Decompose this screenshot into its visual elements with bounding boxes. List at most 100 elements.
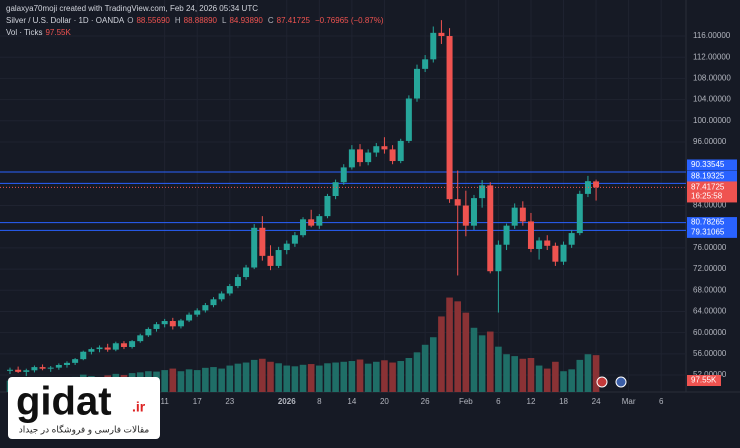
volume-bar: [511, 356, 518, 392]
y-tick-label: 100.00000: [693, 116, 731, 125]
volume-bar: [486, 331, 494, 392]
x-tick-label: 6: [496, 397, 501, 406]
candle-body: [259, 227, 266, 256]
candle-body: [340, 167, 347, 183]
high-value: 88.88890: [183, 16, 218, 25]
volume-bar: [332, 362, 339, 392]
candle-body: [593, 181, 600, 188]
y-tick-label: 104.00000: [693, 95, 731, 104]
candle-body: [519, 207, 526, 222]
legend-row: Silver / U.S. Dollar · 1D · OANDA O 88.55…: [6, 15, 386, 27]
x-tick-label: 2026: [278, 397, 296, 406]
candle-body: [137, 335, 144, 342]
candle-body: [544, 240, 551, 246]
volume-axis-label: 97.55K: [691, 376, 717, 385]
volume-bar: [381, 360, 388, 392]
volume-bar: [210, 367, 217, 392]
candle-body: [120, 343, 127, 347]
candle-body: [576, 193, 583, 234]
y-tick-label: 72.00000: [693, 264, 727, 273]
volume-value: 97.55K: [45, 28, 71, 37]
volume-bar: [470, 327, 478, 392]
candle-body: [300, 219, 307, 236]
volume-bar: [405, 358, 413, 392]
candle-body: [55, 364, 62, 368]
candle-body: [560, 244, 567, 262]
candle-body: [389, 149, 396, 162]
volume-bar: [373, 361, 380, 392]
candle-body: [129, 341, 136, 347]
candle-body: [243, 267, 250, 278]
candle-body: [161, 321, 168, 325]
volume-bar: [202, 367, 209, 392]
volume-bar: [503, 354, 510, 392]
volume-bar: [348, 361, 356, 392]
candle-body: [194, 310, 201, 315]
candle-body: [7, 369, 13, 371]
candle-body: [405, 98, 412, 141]
y-tick-label: 56.00000: [693, 349, 727, 358]
volume-bar: [242, 362, 250, 392]
credit: galaxya70moji created with TradingView.c…: [6, 4, 258, 13]
credit-row: galaxya70moji created with TradingView.c…: [6, 3, 386, 15]
candle-body: [31, 367, 38, 371]
candle-body: [226, 286, 233, 294]
volume-bar: [267, 361, 274, 392]
candle-body: [23, 370, 30, 372]
watermark-name: gidat: [16, 380, 112, 424]
candle-body: [454, 199, 461, 206]
y-tick-label: 96.00000: [693, 137, 727, 146]
volume-bar: [535, 365, 543, 392]
volume-bar: [519, 358, 527, 392]
candle-body: [536, 240, 543, 249]
candle-body: [552, 245, 559, 262]
x-tick-label: 8: [317, 397, 322, 406]
candle-body: [177, 320, 184, 327]
volume-bar: [218, 368, 225, 392]
open-key: O: [127, 16, 134, 25]
candle-body: [438, 32, 445, 37]
volume-title: Vol · Ticks: [6, 28, 43, 37]
volume-bar: [576, 359, 584, 392]
x-tick-label: 26: [421, 397, 430, 406]
candle-body: [479, 185, 486, 199]
candle-body: [357, 149, 364, 163]
candle-body: [397, 140, 404, 162]
volume-bar: [413, 352, 421, 392]
candle-body: [80, 351, 87, 360]
header: galaxya70moji created with TradingView.c…: [6, 3, 386, 39]
candle-body: [348, 149, 355, 168]
volume-bar: [429, 337, 437, 392]
candle-body: [381, 146, 388, 150]
volume-bar: [234, 363, 242, 392]
level-label-bg: [687, 226, 737, 238]
y-tick-label: 108.00000: [693, 74, 731, 83]
y-tick-label: 52.00000: [693, 370, 727, 379]
volume-bar: [316, 365, 323, 392]
x-tick-label: Mar: [622, 397, 636, 406]
candle-body: [218, 293, 225, 300]
x-tick-label: 6: [659, 397, 664, 406]
volume-bar: [389, 362, 396, 392]
candle-body: [422, 59, 429, 69]
candle-body: [15, 369, 22, 372]
x-tick-label: 20: [380, 397, 389, 406]
volume-bar: [161, 370, 168, 392]
volume-bar: [324, 363, 331, 392]
candle-body: [47, 367, 54, 369]
candle-body: [365, 152, 372, 163]
volume-bar: [364, 363, 372, 392]
volume-bar: [478, 335, 486, 392]
candle-body: [527, 221, 534, 249]
watermark-tagline: مقالات فارسی و فروشگاه در جیداد: [19, 423, 150, 434]
level-label: 90.33545: [691, 160, 725, 169]
volume-bar: [340, 361, 348, 392]
volume-bar: [283, 365, 291, 392]
candle-body: [210, 299, 217, 306]
volume-bar: [259, 358, 266, 392]
candle-body: [88, 349, 95, 352]
x-tick-label: 23: [225, 397, 234, 406]
level-label-bg: [687, 170, 737, 182]
candle-body: [234, 277, 241, 287]
